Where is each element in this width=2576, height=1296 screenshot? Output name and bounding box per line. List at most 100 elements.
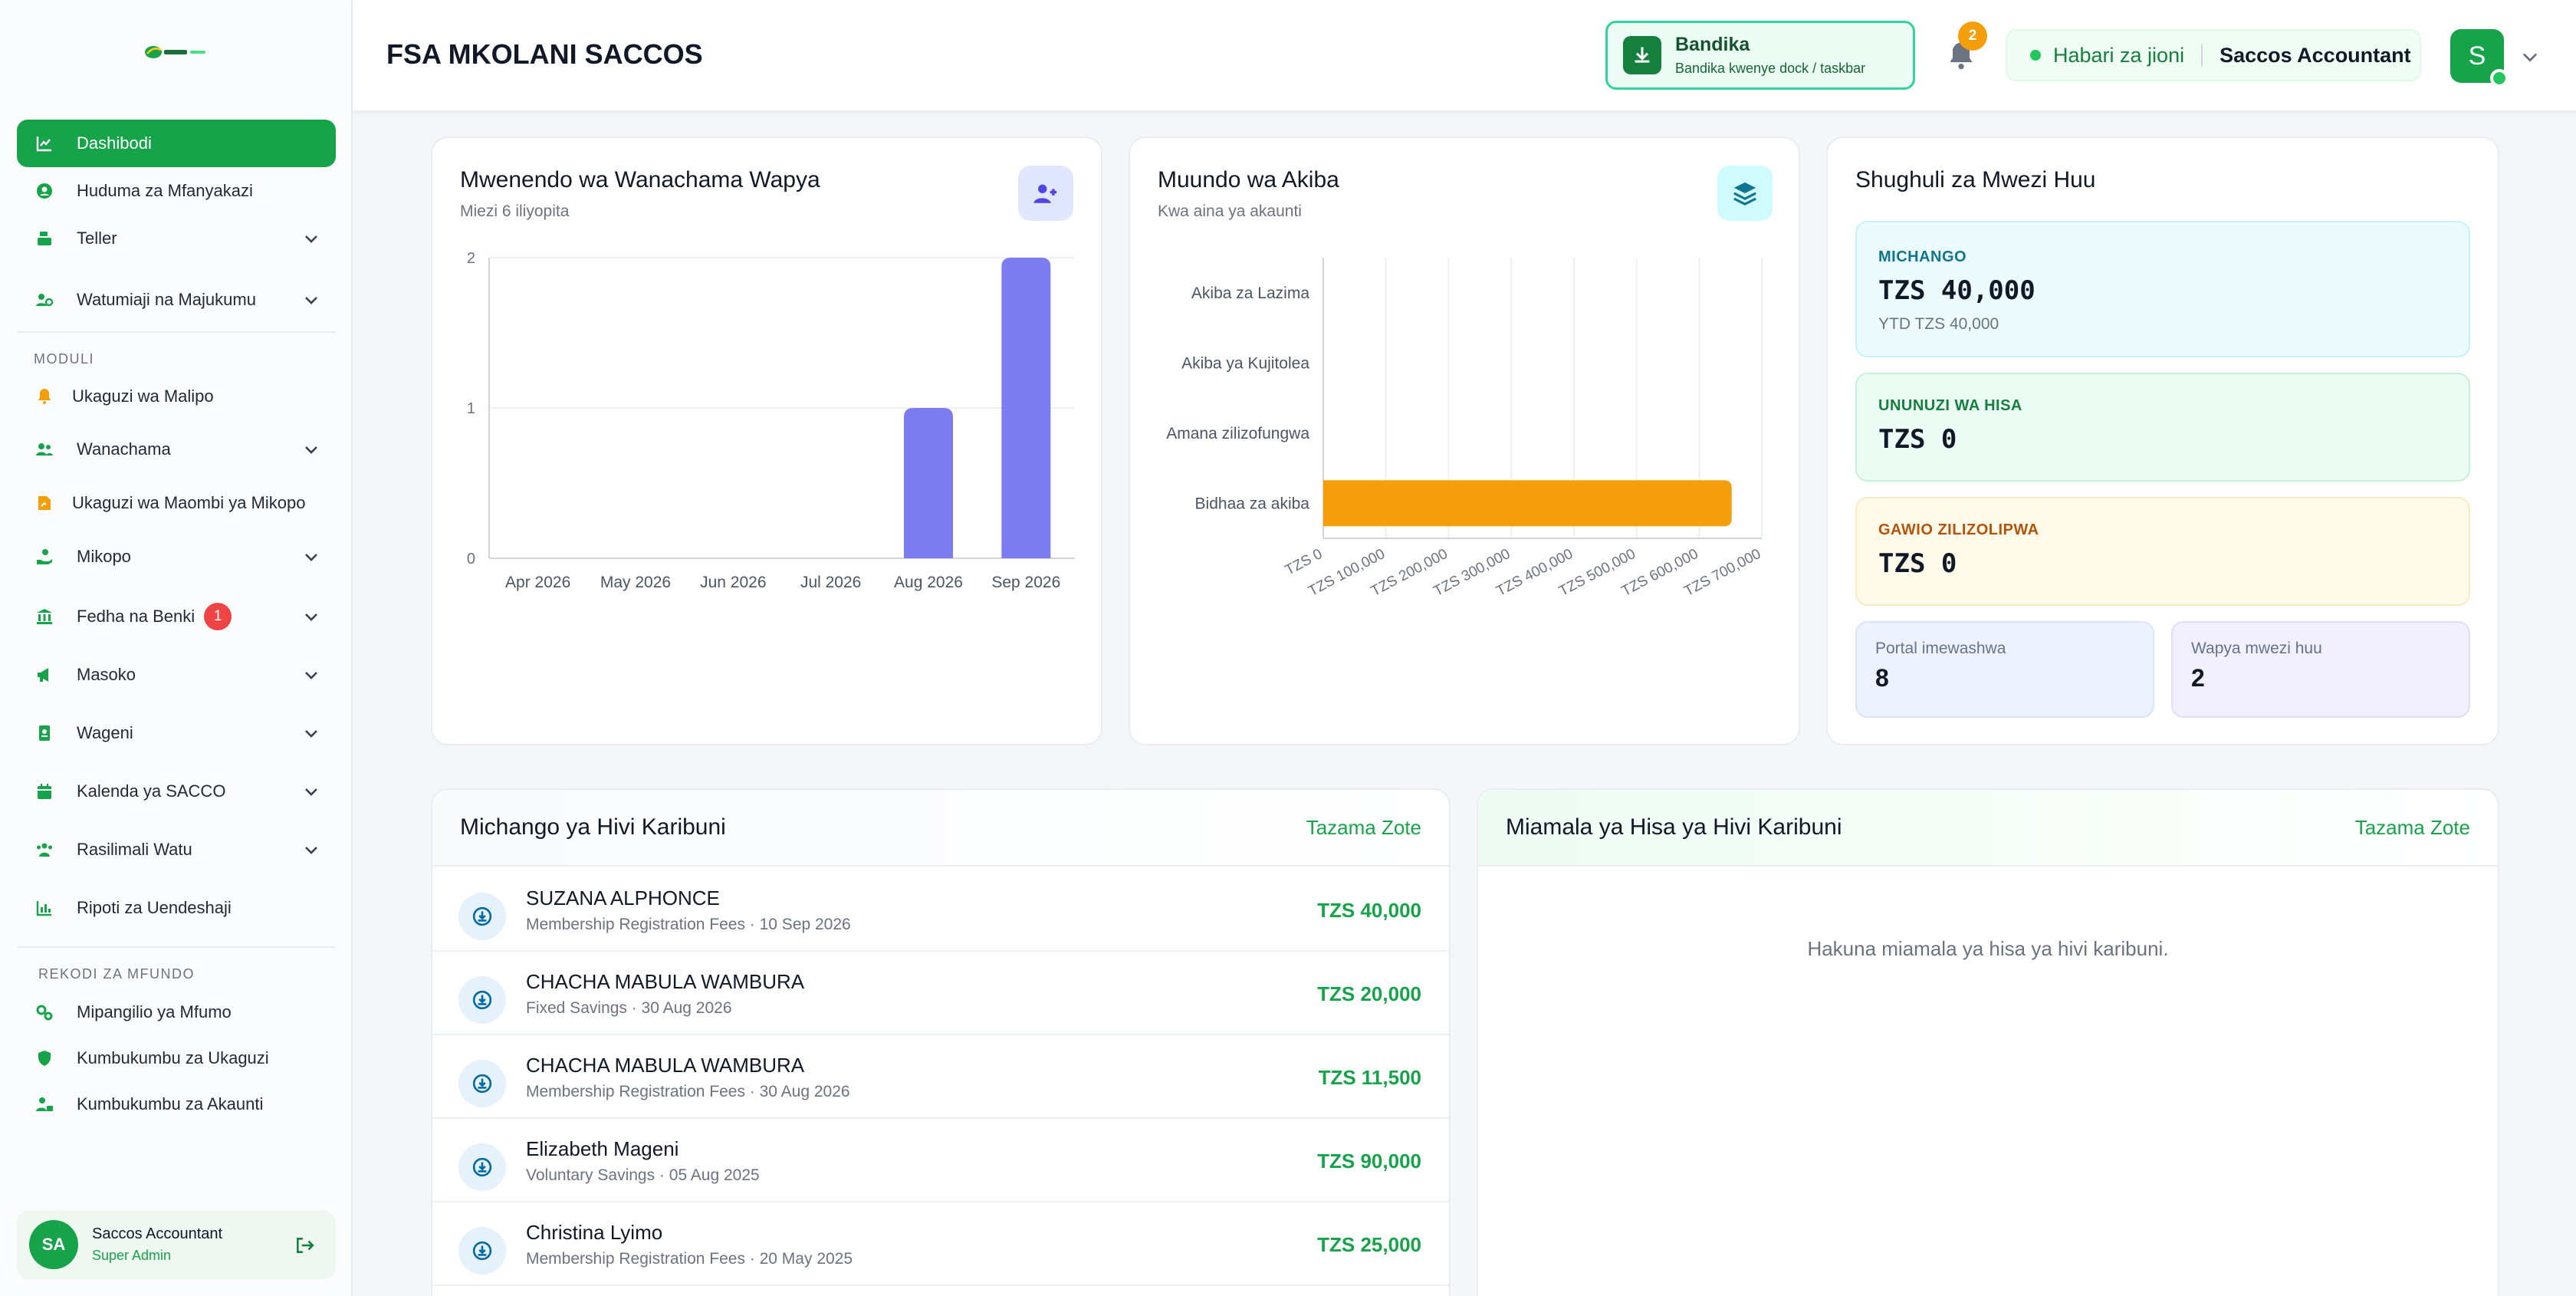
y-tick-label: 1: [467, 400, 475, 417]
sidebar-item-ukaguzi-kumbukumbu[interactable]: Kumbukumbu za Ukaguzi: [17, 1035, 336, 1081]
sidebar-item-watumiaji[interactable]: Watumiaji na Majukumu: [17, 276, 336, 324]
chart-line-icon: [34, 133, 55, 154]
card-subtitle: Kwa aina ya akaunti: [1158, 202, 1302, 220]
chevron-down-icon: [305, 730, 317, 738]
contribution-meta: Membership Registration Fees · 10 Sep 20…: [526, 916, 851, 933]
bar-chart-icon: [34, 897, 55, 919]
sidebar-item-label: Dashibodi: [77, 133, 152, 153]
y-tick-label: Amana zilizofungwa: [1166, 425, 1309, 442]
sidebar-item-label: Ukaguzi wa Malipo: [72, 386, 214, 406]
users-cog-icon: [34, 289, 55, 311]
contribution-amount: TZS 20,000: [1317, 982, 1421, 1005]
install-app-button[interactable]: Bandika Bandika kwenye dock / taskbar: [1605, 21, 1915, 90]
member-name: SUZANA ALPHONCE: [526, 886, 720, 910]
sidebar-item-ukaguzi-malipo[interactable]: Ukaguzi wa Malipo: [17, 374, 336, 419]
shield-icon: [34, 1048, 55, 1069]
system-heading: REKODI ZA MFUNDO: [38, 965, 196, 982]
sidebar-item-akaunti-kumbukumbu[interactable]: Kumbukumbu za Akaunti: [17, 1081, 336, 1127]
bank-icon: [34, 606, 55, 627]
contribution-amount: TZS 25,000: [1317, 1233, 1421, 1256]
sidebar-item-label: Ripoti za Uendeshaji: [77, 898, 232, 917]
list-title: Michango ya Hivi Karibuni: [460, 814, 726, 840]
view-all-link[interactable]: Tazama Zote: [1306, 816, 1421, 839]
list-item[interactable]: CHACHA MABULA WAMBURA Membership Registra…: [432, 1035, 1449, 1119]
sidebar-item-huduma[interactable]: Huduma za Mfanyakazi: [17, 167, 336, 215]
user-circle-icon: [34, 180, 55, 202]
wallet-icon: [458, 893, 506, 940]
chevron-down-icon[interactable]: [2519, 46, 2541, 67]
list-header: Michango ya Hivi Karibuni Tazama Zote: [432, 790, 1449, 867]
sidebar-item-mikopo[interactable]: Mikopo: [17, 526, 336, 587]
logout-icon[interactable]: [294, 1235, 314, 1255]
contribution-amount: TZS 90,000: [1317, 1150, 1421, 1173]
sidebar-item-rasilimali[interactable]: Rasilimali Watu: [17, 821, 336, 879]
sidebar-item-label: Watumiaji na Majukumu: [77, 290, 256, 309]
sidebar-item-ripoti[interactable]: Ripoti za Uendeshaji: [17, 879, 336, 937]
sidebar-item-label: Kumbukumbu za Akaunti: [77, 1094, 264, 1113]
page-title: FSA MKOLANI SACCOS: [386, 38, 703, 70]
sidebar-item-mipangilio[interactable]: Mipangilio ya Mfumo: [17, 989, 336, 1035]
contribution-amount: TZS 11,500: [1318, 1066, 1421, 1089]
file-signature-icon: [34, 492, 55, 514]
user-plus-icon[interactable]: [1018, 166, 1073, 221]
sidebar-item-dashibodi[interactable]: Dashibodi: [17, 120, 336, 167]
chevron-down-icon: [305, 554, 317, 561]
stat-value: TZS 40,000: [1878, 275, 2036, 306]
list-item[interactable]: Christina Lyimo Membership Registration F…: [432, 1202, 1449, 1286]
contribution-meta: Membership Registration Fees · 20 May 20…: [526, 1250, 853, 1268]
sidebar-item-label: Ukaguzi wa Maombi ya Mikopo: [72, 493, 306, 512]
card-title: Mwenendo wa Wanachama Wapya: [460, 167, 820, 192]
list-header: Miamala ya Hisa ya Hivi Karibuni Tazama …: [1478, 790, 2498, 867]
sidebar-item-wanachama[interactable]: Wanachama: [17, 419, 336, 480]
list-item[interactable]: Elizabeth Mageni Voluntary Savings · 05 A…: [432, 1119, 1449, 1202]
sidebar-item-fedha-benki[interactable]: Fedha na Benki 1: [17, 587, 336, 646]
sidebar-item-label: Fedha na Benki: [77, 607, 196, 626]
sidebar-item-teller[interactable]: Teller: [17, 215, 336, 262]
new-members-stat: Wapya mwezi huu 2: [2171, 621, 2470, 718]
y-tick-label: Bidhaa za akiba: [1195, 495, 1310, 512]
sidebar-nav: Dashibodi Huduma za Mfanyakazi Teller Wa…: [17, 120, 336, 1127]
member-name: CHACHA MABULA WAMBURA: [526, 1054, 805, 1077]
sidebar-item-ukaguzi-mikopo[interactable]: Ukaguzi wa Maombi ya Mikopo: [17, 480, 336, 526]
y-tick-label: 0: [467, 551, 475, 567]
member-name: Christina Lyimo: [526, 1221, 663, 1244]
y-tick-label: 2: [467, 250, 475, 267]
download-icon: [1623, 36, 1661, 74]
wallet-icon: [458, 1060, 506, 1107]
sidebar-item-wageni[interactable]: Wageni: [17, 704, 336, 762]
mini-label: Portal imewashwa: [1875, 640, 2006, 657]
sidebar-user-card[interactable]: SA Saccos Accountant Super Admin: [17, 1210, 336, 1279]
sidebar-item-kalenda[interactable]: Kalenda ya SACCO: [17, 762, 336, 821]
layers-icon[interactable]: [1717, 166, 1773, 221]
recent-contributions-card: Michango ya Hivi Karibuni Tazama Zote SU…: [431, 788, 1451, 1296]
list-item[interactable]: CHACHA MABULA WAMBURA Fixed Savings · 30 …: [432, 952, 1449, 1035]
people-group-icon: [34, 839, 55, 860]
sidebar-item-label: Masoko: [77, 665, 136, 684]
bullhorn-icon: [34, 664, 55, 686]
divider: [2201, 44, 2203, 67]
sidebar-item-masoko[interactable]: Masoko: [17, 646, 336, 704]
card-subtitle: Miezi 6 iliyopita: [460, 202, 570, 220]
bar: [1001, 258, 1051, 558]
view-all-link[interactable]: Tazama Zote: [2354, 816, 2470, 839]
mini-value: 2: [2191, 664, 2205, 692]
stat-label: UNUNUZI WA HISA: [1878, 397, 2022, 414]
x-tick-label: May 2026: [600, 574, 671, 591]
contribution-meta: Membership Registration Fees · 30 Aug 20…: [526, 1083, 850, 1100]
install-title: Bandika: [1675, 34, 1750, 55]
user-name: Saccos Accountant: [92, 1225, 223, 1242]
sidebar-item-label: Kalenda ya SACCO: [77, 781, 226, 801]
notification-count-badge: 2: [1958, 21, 1987, 51]
sidebar-item-label: Kumbukumbu za Ukaguzi: [77, 1048, 269, 1067]
share-purchases-stat: UNUNUZI WA HISA TZS 0: [1855, 373, 2470, 482]
mini-label: Wapya mwezi huu: [2191, 640, 2322, 657]
x-tick-label: Jul 2026: [800, 574, 861, 591]
app-logo[interactable]: [143, 43, 209, 61]
x-tick-label: TZS 0: [1283, 546, 1326, 579]
users-icon: [34, 439, 55, 460]
list-item[interactable]: SUZANA ALPHONCE Membership Registration F…: [432, 868, 1449, 952]
sidebar-item-label: Huduma za Mfanyakazi: [77, 181, 253, 200]
chevron-down-icon: [305, 235, 317, 243]
dividends-stat: GAWIO ZILIZOLIPWA TZS 0: [1855, 497, 2470, 606]
